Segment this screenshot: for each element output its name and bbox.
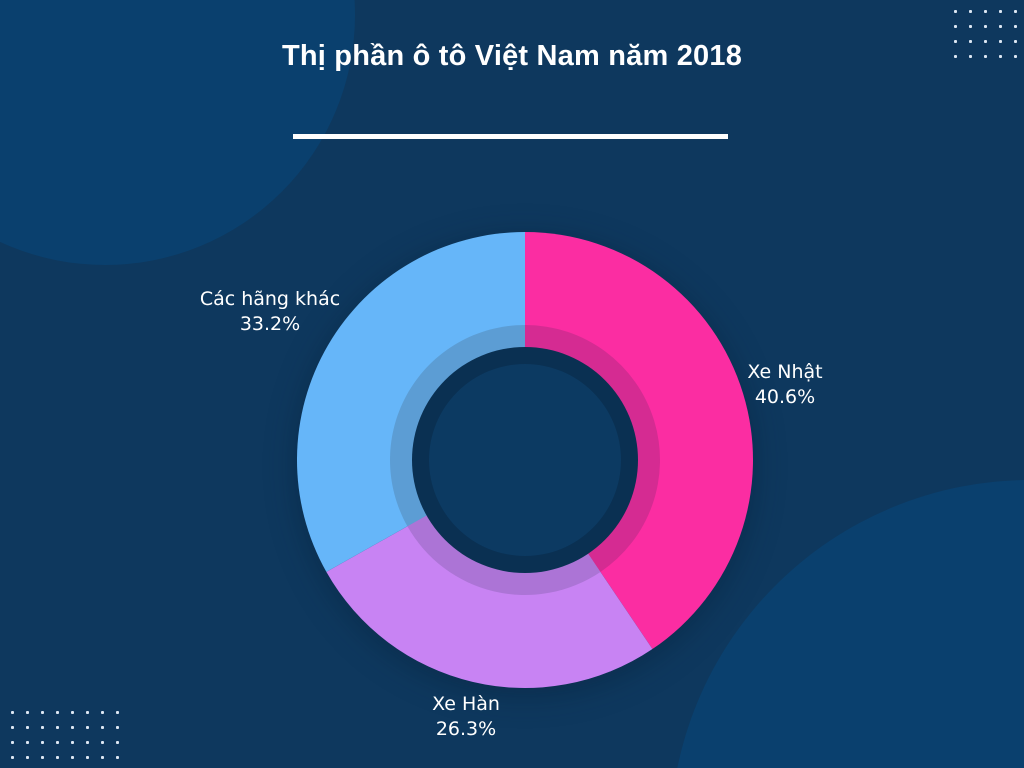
- decor-dot: [41, 711, 44, 714]
- decor-dot: [954, 10, 957, 13]
- decor-dot: [116, 756, 119, 759]
- segment-label-xe-nhat: Xe Nhật 40.6%: [705, 360, 865, 410]
- decor-dot: [1014, 40, 1017, 43]
- decor-dot: [101, 756, 104, 759]
- decor-dot: [969, 40, 972, 43]
- segment-label-xe-han: Xe Hàn 26.3%: [386, 692, 546, 742]
- decor-dot: [26, 726, 29, 729]
- decor-dot: [41, 741, 44, 744]
- decor-dot: [999, 25, 1002, 28]
- decor-dot: [1014, 25, 1017, 28]
- decor-dot: [969, 25, 972, 28]
- decor-dot: [71, 756, 74, 759]
- decor-dot: [11, 711, 14, 714]
- decor-dot: [984, 55, 987, 58]
- decor-dot: [11, 741, 14, 744]
- decor-dot: [969, 55, 972, 58]
- segment-value: 40.6%: [754, 386, 816, 408]
- decor-dot: [984, 10, 987, 13]
- decor-dot: [26, 711, 29, 714]
- decor-dot: [56, 756, 59, 759]
- decor-dot: [11, 756, 14, 759]
- dot-grid-bottom-left: [11, 711, 119, 768]
- decor-dot: [41, 756, 44, 759]
- decor-dot: [41, 726, 44, 729]
- decor-dot: [954, 40, 957, 43]
- decor-dot: [56, 726, 59, 729]
- decor-dot: [11, 726, 14, 729]
- decor-dot: [999, 55, 1002, 58]
- decor-dot: [101, 741, 104, 744]
- decor-dot: [56, 711, 59, 714]
- decor-dot: [984, 40, 987, 43]
- decor-dot: [26, 756, 29, 759]
- title-divider: [293, 134, 728, 139]
- segment-value: 26.3%: [435, 718, 497, 740]
- decor-dot: [1014, 55, 1017, 58]
- decor-dot: [999, 40, 1002, 43]
- segment-name: Xe Nhật: [747, 361, 823, 383]
- decor-dot: [71, 741, 74, 744]
- decor-dot: [999, 10, 1002, 13]
- decor-dot: [984, 25, 987, 28]
- decor-dot: [26, 741, 29, 744]
- decor-dot: [116, 741, 119, 744]
- decor-dot: [1014, 10, 1017, 13]
- decor-dot: [56, 741, 59, 744]
- segment-name: Xe Hàn: [432, 693, 500, 715]
- decor-dot: [116, 726, 119, 729]
- segment-name: Các hãng khác: [199, 288, 341, 310]
- decor-dot: [116, 711, 119, 714]
- decor-dot: [954, 25, 957, 28]
- decor-dot: [101, 726, 104, 729]
- decor-dot: [86, 741, 89, 744]
- decor-dot: [969, 10, 972, 13]
- decor-dot: [86, 726, 89, 729]
- decor-dot: [954, 55, 957, 58]
- decor-dot: [71, 711, 74, 714]
- donut-hole-center: [429, 364, 621, 556]
- segment-value: 33.2%: [239, 313, 301, 335]
- page-title: Thị phần ô tô Việt Nam năm 2018: [281, 40, 743, 72]
- segment-label-cac-hang-khac: Các hãng khác 33.2%: [150, 287, 390, 337]
- decor-dot: [101, 711, 104, 714]
- dot-grid-top-right: [954, 10, 1017, 70]
- decor-dot: [71, 726, 74, 729]
- decor-dot: [86, 756, 89, 759]
- decor-dot: [86, 711, 89, 714]
